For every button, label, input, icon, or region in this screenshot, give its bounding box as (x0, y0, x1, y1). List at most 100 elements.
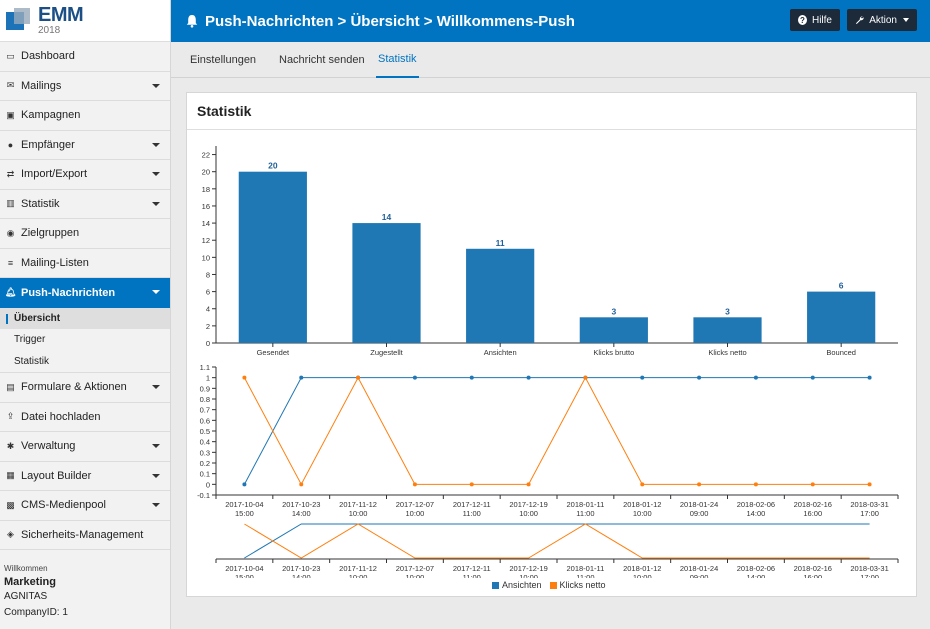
exchange-icon: ⇄ (6, 168, 15, 179)
sidebar-item-sicherheits-management[interactable]: ◈ Sicherheits-Management (0, 521, 170, 550)
navigator-date-label: 2017-11-12 (339, 564, 377, 573)
navigator-time-label: 14:00 (292, 573, 311, 578)
bar-y-tick-label: 18 (202, 185, 210, 194)
tab-einstellungen[interactable]: Einstellungen (190, 54, 257, 66)
chevron-down-icon (152, 290, 160, 294)
navigator-date-label: 2017-10-23 (282, 564, 320, 573)
sidebar-item-zielgruppen[interactable]: ◉ Zielgruppen (0, 219, 170, 249)
chevron-down-icon (152, 444, 160, 448)
sidebar-item-verwaltung[interactable]: ✱ Verwaltung (0, 432, 170, 462)
series-point (867, 482, 872, 487)
bar-y-tick-label: 16 (202, 202, 210, 211)
tab-statistik[interactable]: Statistik (376, 42, 419, 78)
legend-swatch (492, 581, 499, 589)
user-name[interactable]: Marketing (4, 576, 56, 588)
chart-legend: Ansichten Klicks netto (492, 580, 614, 590)
sidebar-item-label: Empfänger (21, 138, 75, 151)
line-x-date-label: 2018-03-31 (850, 500, 888, 509)
sidebar-item-push-nachrichten[interactable]: 🔔︎ Push-Nachrichten (0, 278, 170, 308)
line-y-tick-label: 0.6 (200, 416, 210, 425)
sidebar-item-label: CMS-Medienpool (21, 499, 106, 512)
gear-icon: ✱ (6, 440, 15, 451)
line-x-date-label: 2017-10-23 (282, 500, 320, 509)
legend-item-ansichten[interactable]: Ansichten (492, 580, 542, 590)
bar-chart-icon: ▥ (6, 198, 15, 209)
bar (807, 291, 876, 343)
bar-value-label: 11 (496, 238, 505, 248)
envelope-icon: ✉ (6, 80, 15, 91)
sidebar-subitem-statistik[interactable]: Statistik (14, 355, 50, 367)
navigator-date-label: 2017-12-11 (453, 564, 491, 573)
navigator-date-label: 2017-12-19 (509, 564, 547, 573)
bar-y-tick-label: 12 (202, 236, 210, 245)
line-x-date-label: 2017-12-07 (396, 500, 434, 509)
users-icon: ◉ (6, 227, 15, 238)
statistics-charts: 024681012141618202220Gesendet14Zugestell… (197, 146, 899, 578)
line-x-date-label: 2018-01-12 (623, 500, 661, 509)
sidebar-item-empfänger[interactable]: ● Empfänger (0, 131, 170, 160)
legend-item-klicks-netto[interactable]: Klicks netto (549, 580, 606, 590)
legend-swatch (549, 581, 557, 589)
bar-y-tick-label: 14 (202, 219, 210, 228)
series-point (412, 375, 417, 380)
sidebar-subitem-trigger[interactable]: Trigger (14, 334, 46, 346)
monitor-icon: ▭ (6, 50, 15, 61)
sidebar-item-label: Formulare & Aktionen (21, 381, 127, 394)
statistics-panel: Statistik 0 2 4 6 8 10 12 14 16 18 20 22 20 Gesendet 1… (186, 92, 917, 597)
sidebar-item-layout-builder[interactable]: ▦ Layout Builder (0, 462, 170, 491)
sidebar-item-cms-medienpool[interactable]: ▩ CMS-Medienpool (0, 491, 170, 521)
series-point (697, 482, 702, 487)
chevron-down-icon (152, 172, 160, 176)
logo-icon (4, 6, 34, 36)
sidebar-item-import-export[interactable]: ⇄ Import/Export (0, 160, 170, 190)
briefcase-icon: ▣ (6, 109, 15, 120)
sidebar-item-label: Layout Builder (21, 469, 92, 482)
line-x-time-label: 11:00 (576, 509, 594, 518)
bar-category-label: Klicks brutto (593, 348, 634, 357)
navigator-date-label: 2017-12-07 (396, 564, 434, 573)
sidebar-item-datei-hochladen[interactable]: ⇪ Datei hochladen (0, 403, 170, 432)
form-icon: ▤ (6, 381, 15, 392)
logo-year: 2018 (38, 25, 61, 36)
logo-title: EMM (38, 4, 84, 26)
series-point (469, 482, 474, 487)
line-y-tick-label: 0.5 (200, 427, 210, 436)
series-point (356, 375, 361, 380)
line-x-time-label: 11:00 (463, 509, 481, 518)
sidebar-subitem-uebersicht[interactable]: Übersicht (0, 307, 170, 329)
wrench-icon (855, 16, 864, 25)
sidebar-item-statistik[interactable]: ▥ Statistik (0, 190, 170, 219)
series-point (299, 482, 304, 487)
line-x-date-label: 2018-01-24 (680, 500, 718, 509)
bar-value-label: 3 (725, 306, 730, 316)
sidebar-item-label: Verwaltung (21, 440, 76, 453)
sidebar-item-label: Datei hochladen (21, 410, 101, 423)
chevron-down-icon (152, 385, 160, 389)
series-point (697, 375, 702, 380)
navigator-date-label: 2017-10-04 (225, 564, 263, 573)
line-x-time-label: 16:00 (803, 509, 822, 518)
bar-value-label: 6 (839, 281, 844, 291)
logo[interactable]: EMM 2018 (0, 0, 170, 42)
sidebar-item-kampagnen[interactable]: ▣ Kampagnen (0, 101, 170, 131)
series-point (583, 375, 588, 380)
sidebar-item-label: Zielgruppen (21, 227, 80, 240)
sidebar-item-mailing-listen[interactable]: ≡ Mailing-Listen (0, 249, 170, 278)
navigator-date-label: 2018-02-06 (737, 564, 775, 573)
bell-icon: 🔔︎ (4, 287, 17, 298)
sidebar-item-dashboard[interactable]: ▭ Dashboard (0, 42, 170, 72)
tab-nachricht-senden[interactable]: Nachricht senden (279, 54, 365, 66)
navigator-time-label: 11:00 (463, 573, 481, 578)
line-y-tick-label: 0.7 (200, 406, 210, 415)
company-id: CompanyID: 1 (4, 607, 68, 618)
sidebar-item-formulare-aktionen[interactable]: ▤ Formulare & Aktionen (0, 373, 170, 403)
bar-y-tick-label: 2 (206, 322, 210, 331)
help-button[interactable]: ? Hilfe (790, 9, 840, 31)
action-button[interactable]: Aktion (847, 9, 917, 31)
panel-title: Statistik (187, 93, 916, 130)
series-point (526, 375, 531, 380)
chevron-down-icon (152, 142, 160, 147)
sidebar-item-mailings[interactable]: ✉ Mailings (0, 72, 170, 101)
question-icon: ? (798, 15, 807, 25)
bar (238, 171, 307, 343)
